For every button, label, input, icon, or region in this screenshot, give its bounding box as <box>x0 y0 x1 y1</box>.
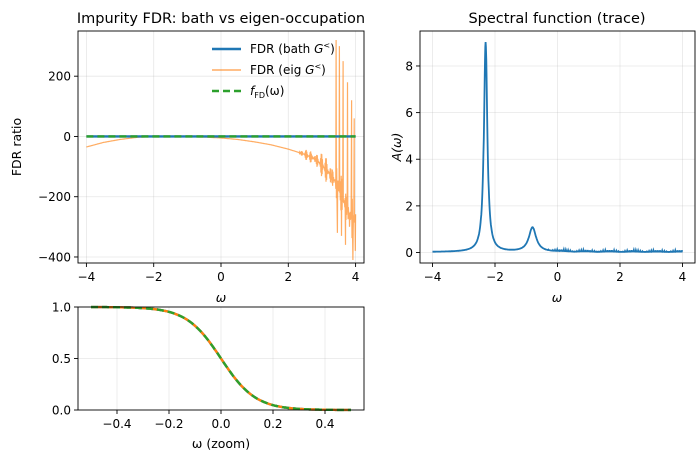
fdr-series <box>86 39 357 261</box>
zoom-xtick-label: 0.0 <box>211 417 230 431</box>
spectral-title: Spectral function (trace) <box>468 11 645 27</box>
fdr-ticks: −4 −2 0 2 4 −400 −200 0 200 <box>38 70 359 284</box>
spectral-grid <box>420 31 695 263</box>
spec-ytick-label: 6 <box>405 106 413 120</box>
zoom-series <box>91 305 351 412</box>
zoom-panel: −0.4 −0.2 0.0 0.2 0.4 0.0 0.5 1.0 ω (zoom) <box>52 301 365 451</box>
fdr-xtick-label: 4 <box>352 270 360 284</box>
fdr-ytick-label: 0 <box>63 130 71 144</box>
zoom-ytick-label: 1.0 <box>52 301 71 315</box>
spec-ytick-label: 8 <box>405 59 413 73</box>
fdr-xtick-label: 0 <box>217 270 225 284</box>
spec-xtick-label: 0 <box>554 270 562 284</box>
fdr-xlabel: ω <box>216 290 226 305</box>
spectral-xlabel: ω <box>552 290 562 305</box>
legend-label-eig: FDR (eig G<) <box>250 62 326 77</box>
spectral-series <box>432 41 684 253</box>
spectral-ylabel: A(ω) <box>389 133 404 163</box>
fdr-ylabel: FDR ratio <box>9 118 24 176</box>
fdr-title: Impurity FDR: bath vs eigen-occupation <box>77 11 365 27</box>
spectral-panel: Spectral function (trace) −4 −2 0 2 4 0 2 4 6 8 ω… <box>389 11 696 305</box>
fdr-panel: Impurity FDR: bath vs eigen-occupation −… <box>9 11 365 305</box>
fdr-ytick-label: −200 <box>38 190 71 204</box>
spec-ytick-label: 4 <box>405 153 413 167</box>
zoom-ytick-label: 0.5 <box>52 352 71 366</box>
fdr-ytick-label: 200 <box>48 70 71 84</box>
fdr-eig-line <box>86 39 357 261</box>
zoom-xtick-label: −0.2 <box>154 417 183 431</box>
spec-xtick-label: −2 <box>486 270 504 284</box>
spec-xtick-label: 2 <box>616 270 624 284</box>
spec-ytick-label: 0 <box>405 246 413 260</box>
spec-ytick-label: 2 <box>405 199 413 213</box>
fdr-xtick-label: −2 <box>145 270 163 284</box>
spectral-line <box>432 41 684 253</box>
spectral-ticks: −4 −2 0 2 4 0 2 4 6 8 <box>405 59 686 284</box>
fdr-ytick-label: −400 <box>38 250 71 264</box>
zoom-xtick-label: −0.4 <box>102 417 131 431</box>
zoom-ticks: −0.4 −0.2 0.0 0.2 0.4 0.0 0.5 1.0 <box>52 301 335 432</box>
spec-xtick-label: 4 <box>679 270 687 284</box>
zoom-ffd-line <box>91 305 351 412</box>
zoom-ytick-label: 0.0 <box>52 404 71 418</box>
spec-xtick-label: −4 <box>424 270 442 284</box>
legend-label-ffd: fFD(ω) <box>250 84 284 100</box>
fdr-xtick-label: 2 <box>284 270 292 284</box>
legend-label-bath: FDR (bath G<) <box>250 41 335 56</box>
fdr-xtick-label: −4 <box>78 270 96 284</box>
zoom-xtick-label: 0.4 <box>315 417 334 431</box>
zoom-xlabel: ω (zoom) <box>192 436 250 451</box>
zoom-xtick-label: 0.2 <box>263 417 282 431</box>
fdr-legend: FDR (bath G<) FDR (eig G<) fFD(ω) <box>212 41 335 100</box>
